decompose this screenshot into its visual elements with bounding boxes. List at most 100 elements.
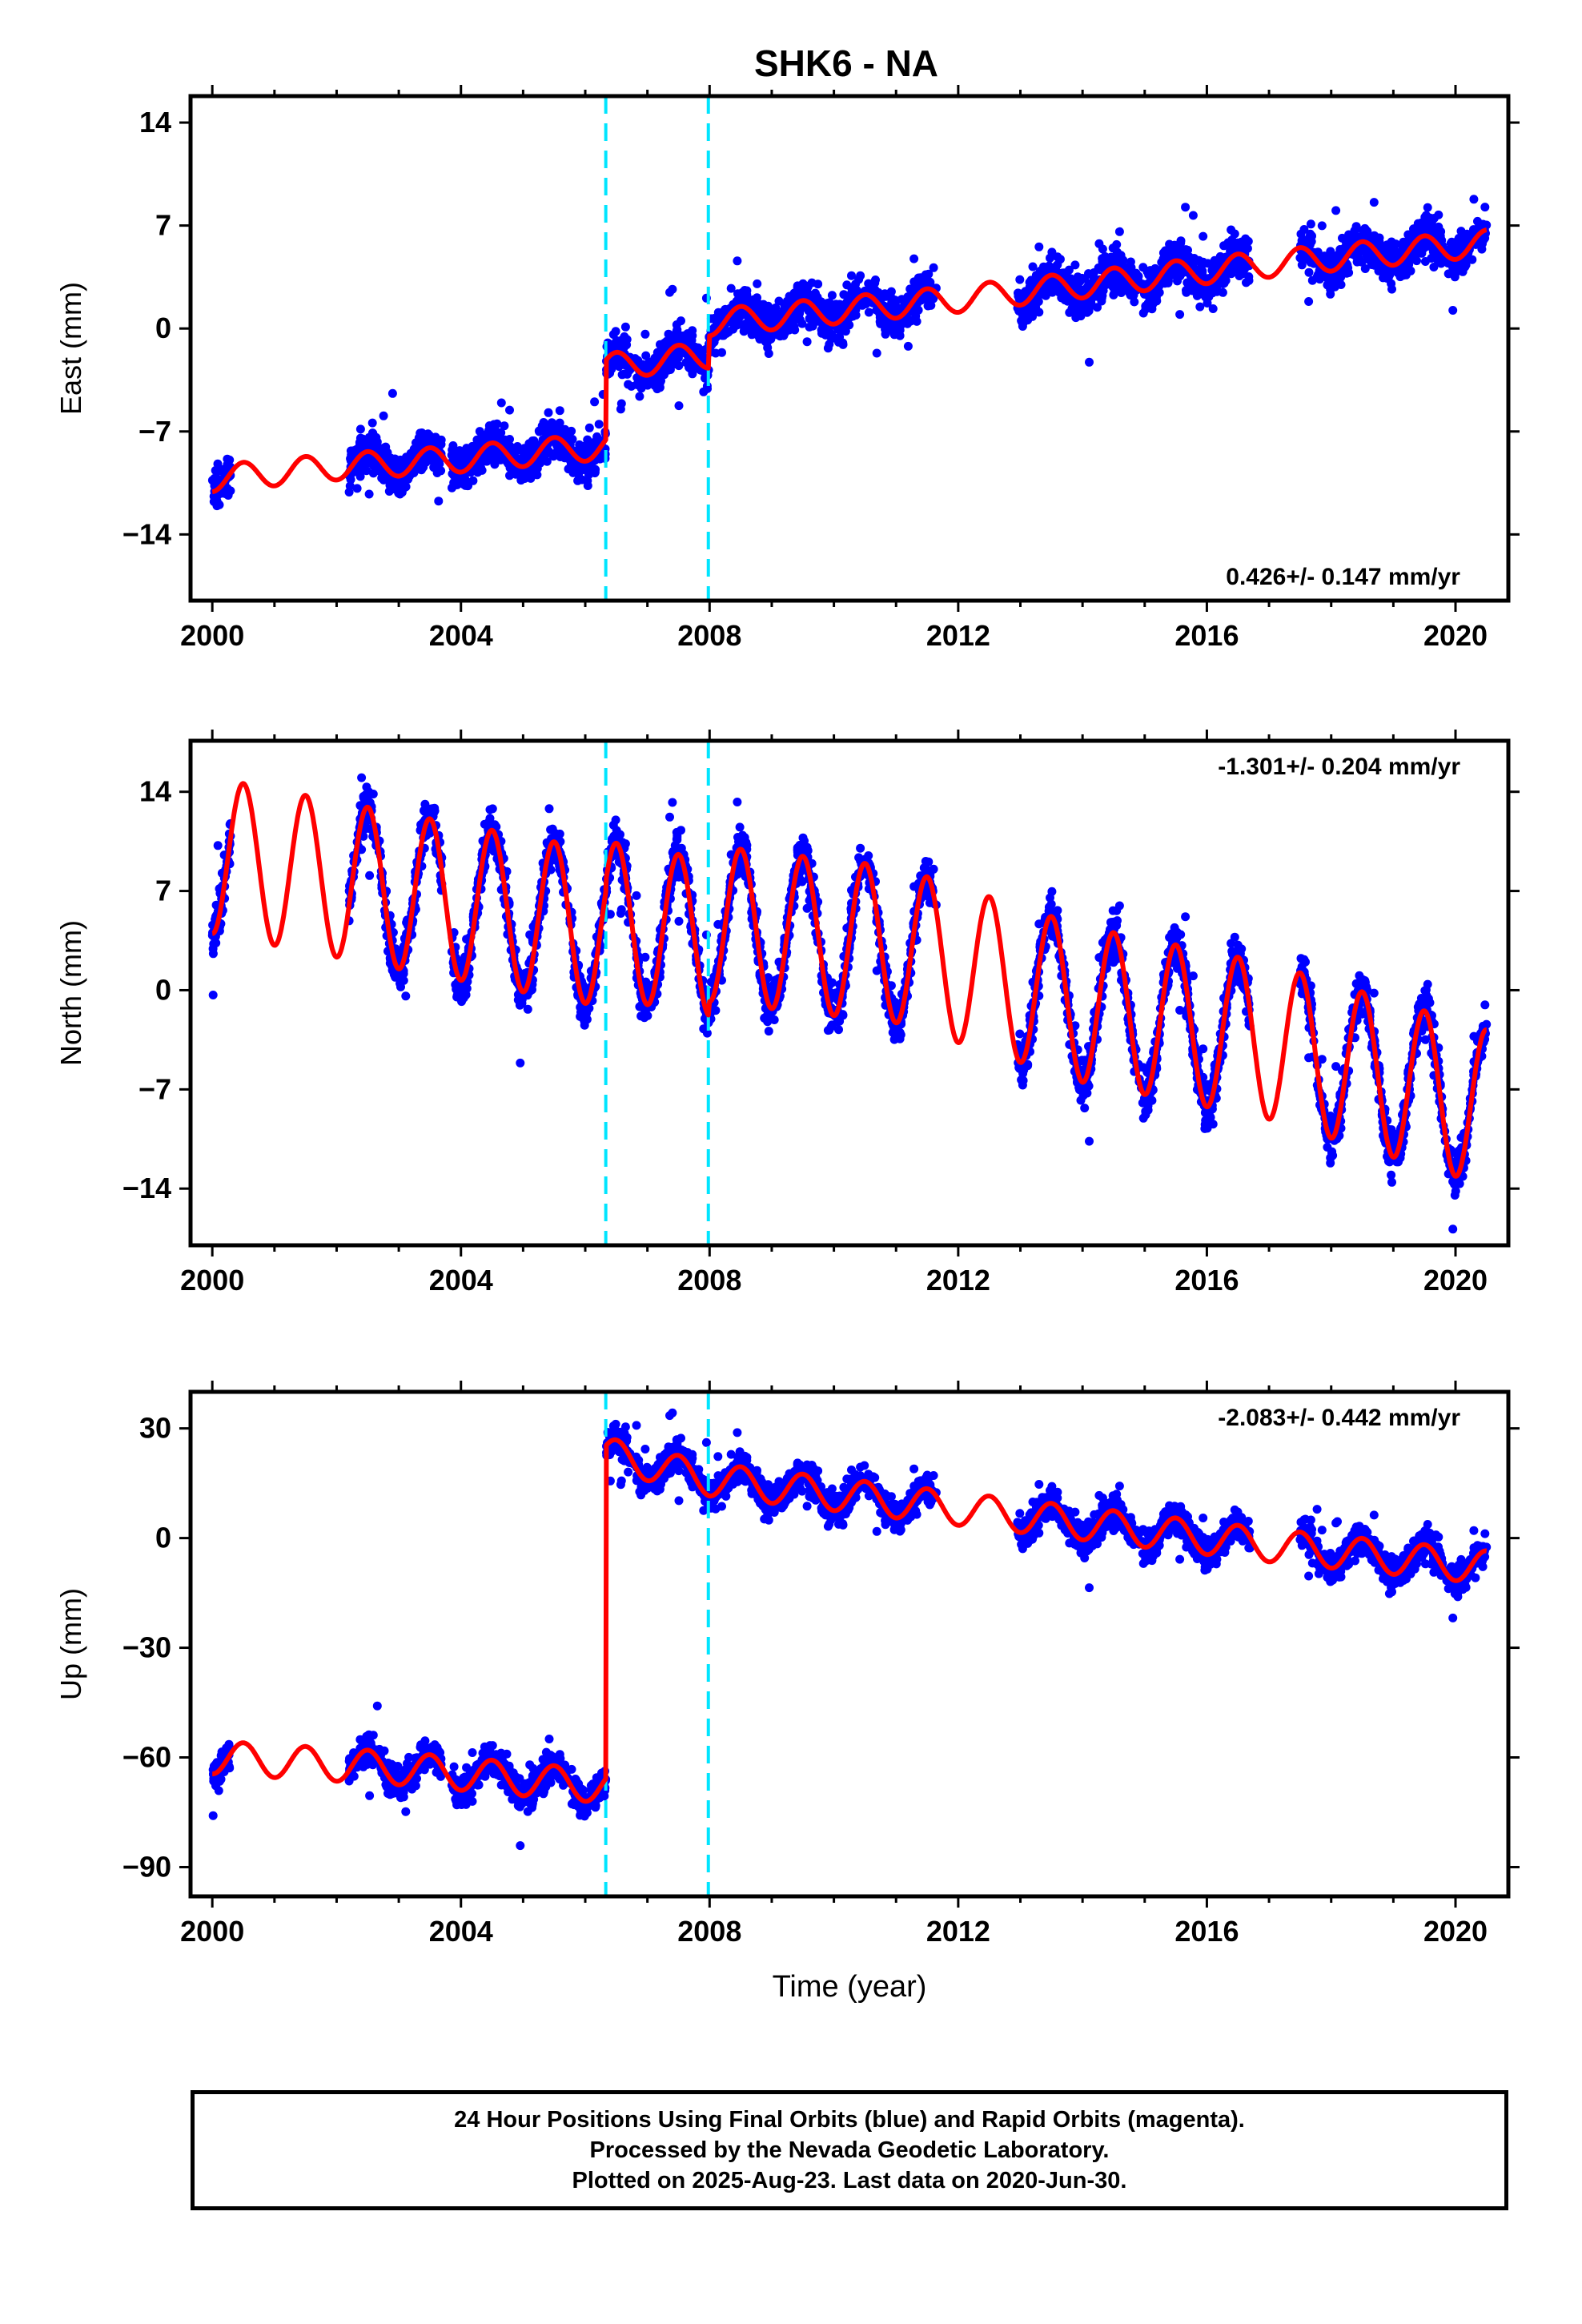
data-point <box>1106 275 1116 285</box>
data-point <box>620 322 630 332</box>
data-point <box>546 825 556 834</box>
data-point <box>455 446 464 456</box>
data-point <box>895 325 905 335</box>
data-point <box>698 346 708 356</box>
data-point <box>568 435 577 444</box>
data-point <box>488 804 497 814</box>
data-point <box>429 455 439 464</box>
data-point <box>665 365 675 374</box>
y-tick-label: 14 <box>139 106 171 139</box>
data-point <box>516 1058 525 1068</box>
data-point <box>505 435 514 444</box>
data-point <box>740 286 749 295</box>
data-point <box>367 418 377 428</box>
data-point <box>369 461 379 471</box>
data-point <box>529 436 539 445</box>
data-point <box>847 271 856 280</box>
data-point <box>417 428 427 437</box>
data-point <box>436 440 446 449</box>
data-point <box>1426 224 1435 234</box>
data-point <box>733 256 742 266</box>
data-point <box>839 290 849 300</box>
data-point <box>584 446 594 456</box>
data-point <box>865 283 875 293</box>
data-point <box>422 452 431 462</box>
data-point <box>544 408 553 417</box>
data-point <box>584 423 594 432</box>
data-point <box>1084 304 1094 313</box>
data-point <box>548 419 558 428</box>
data-point <box>402 452 411 462</box>
data-point <box>1329 279 1339 289</box>
y-tick-label: 7 <box>155 209 171 242</box>
data-point <box>1097 293 1106 303</box>
data-point <box>825 298 834 308</box>
data-point <box>454 984 464 994</box>
data-point <box>1304 297 1314 306</box>
data-point <box>872 348 881 358</box>
data-point <box>590 397 600 407</box>
data-point <box>726 283 736 293</box>
data-point <box>785 325 794 335</box>
x-tick-label: 2004 <box>429 619 493 652</box>
data-point <box>526 443 536 452</box>
data-point <box>1233 238 1243 247</box>
data-point <box>735 822 745 832</box>
data-point <box>753 279 762 288</box>
y-tick-label: 0 <box>155 312 171 344</box>
data-point <box>429 463 439 472</box>
model-line <box>211 227 1488 495</box>
data-point <box>1344 230 1354 239</box>
data-point <box>755 308 765 317</box>
data-point <box>1208 304 1218 313</box>
data-point <box>836 302 845 312</box>
data-point <box>763 337 773 347</box>
data-point <box>793 308 803 318</box>
data-point <box>820 328 829 338</box>
data-point <box>807 278 817 287</box>
data-point <box>681 358 691 368</box>
data-point <box>357 773 367 782</box>
data-point <box>1469 195 1479 204</box>
data-point <box>225 455 235 464</box>
data-point <box>544 804 554 814</box>
data-point <box>383 448 392 457</box>
data-point <box>583 476 592 485</box>
data-point <box>1369 258 1379 267</box>
data-point <box>1188 211 1198 220</box>
data-point <box>586 467 596 476</box>
data-point <box>800 281 809 291</box>
data-point <box>1448 306 1458 315</box>
data-point <box>802 337 812 347</box>
data-point <box>1480 203 1490 212</box>
data-point <box>1413 219 1423 228</box>
data-point <box>664 329 673 339</box>
data-point <box>375 467 385 476</box>
data-point <box>1401 270 1411 279</box>
data-point <box>359 461 368 470</box>
data-point <box>1160 279 1170 288</box>
x-tick-label: 2012 <box>926 619 990 652</box>
data-point <box>1243 243 1252 253</box>
data-point <box>1342 239 1351 248</box>
data-point <box>1130 297 1139 307</box>
data-point <box>925 297 934 307</box>
data-point <box>1207 259 1216 269</box>
data-point <box>516 446 526 456</box>
data-point <box>828 334 837 343</box>
data-point <box>344 488 354 497</box>
data-point <box>1434 230 1443 239</box>
data-point <box>1176 236 1186 246</box>
data-point <box>759 300 769 309</box>
data-point <box>351 447 361 456</box>
data-point <box>545 428 555 437</box>
data-point <box>362 782 371 792</box>
data-point <box>365 870 375 880</box>
data-point <box>391 971 400 981</box>
data-point <box>532 470 542 480</box>
data-point <box>1326 289 1335 299</box>
data-point <box>387 388 397 398</box>
data-point <box>377 473 387 483</box>
data-point <box>394 489 404 498</box>
data-point <box>652 384 662 394</box>
